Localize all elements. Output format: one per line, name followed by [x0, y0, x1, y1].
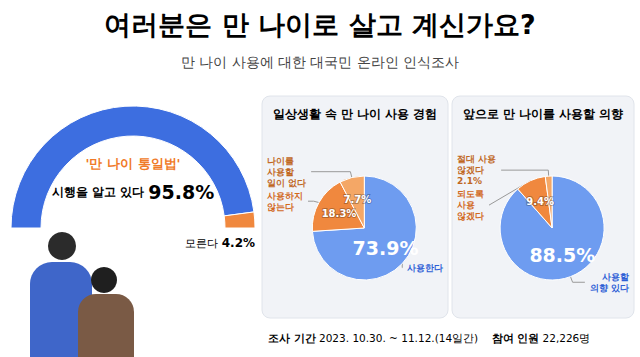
svg-text:22,226명: 22,226명	[543, 332, 591, 344]
svg-text:18.3%: 18.3%	[322, 208, 357, 219]
svg-text:95.8%: 95.8%	[148, 181, 214, 203]
svg-text:의향 있다: 의향 있다	[590, 283, 629, 293]
svg-text:73.9%: 73.9%	[352, 237, 418, 259]
svg-text:여러분은: 여러분은	[104, 9, 221, 40]
svg-text:나이를: 나이를	[267, 156, 294, 166]
svg-text:'만 나이 통일법': '만 나이 통일법'	[85, 156, 180, 171]
svg-text:를 사용할 의향: 를 사용할 의향	[543, 107, 623, 121]
svg-text:모른다: 모른다	[185, 237, 222, 250]
svg-text:9.4%: 9.4%	[526, 196, 554, 207]
svg-text:사용 경험: 사용 경험	[381, 107, 437, 121]
svg-text:참여 인원: 참여 인원	[492, 332, 540, 344]
svg-text:사용할: 사용할	[602, 272, 629, 282]
svg-text:일상생활 속: 일상생활 속	[273, 107, 341, 121]
svg-text:만 나이: 만 나이	[222, 9, 312, 40]
svg-text:사용하지: 사용하지	[267, 191, 303, 201]
svg-text:2.1%: 2.1%	[457, 176, 482, 186]
svg-text:앞으로: 앞으로	[463, 107, 503, 121]
svg-text:88.5%: 88.5%	[529, 244, 595, 266]
svg-text:사용: 사용	[457, 200, 475, 210]
svg-text:절대 사용: 절대 사용	[457, 154, 496, 164]
svg-text:2023. 10.30. ~ 11.12.(14일간): 2023. 10.30. ~ 11.12.(14일간)	[319, 332, 478, 344]
svg-text:않는다: 않는다	[267, 202, 294, 212]
svg-text:일이 없다: 일이 없다	[267, 178, 306, 188]
svg-text:않겠다: 않겠다	[457, 165, 484, 175]
svg-text:만 나이: 만 나이	[503, 107, 543, 121]
svg-text:7.7%: 7.7%	[343, 194, 371, 205]
svg-text:사용한다: 사용한다	[407, 263, 443, 273]
svg-text:로 살고 계신가요?: 로 살고 계신가요?	[312, 9, 535, 40]
svg-text:만 나이 사용에 대한 대국민 온라인 인식조사: 만 나이 사용에 대한 대국민 온라인 인식조사	[181, 54, 460, 70]
svg-text:조사 기간: 조사 기간	[268, 332, 316, 344]
svg-text:만 나이: 만 나이	[341, 107, 381, 121]
svg-text:않겠다: 않겠다	[457, 211, 484, 221]
svg-text:시행을 알고 있다: 시행을 알고 있다	[52, 185, 149, 199]
svg-text:사용할: 사용할	[267, 167, 294, 177]
svg-text:4.2%: 4.2%	[222, 236, 255, 250]
svg-text:되도록: 되도록	[457, 189, 484, 199]
